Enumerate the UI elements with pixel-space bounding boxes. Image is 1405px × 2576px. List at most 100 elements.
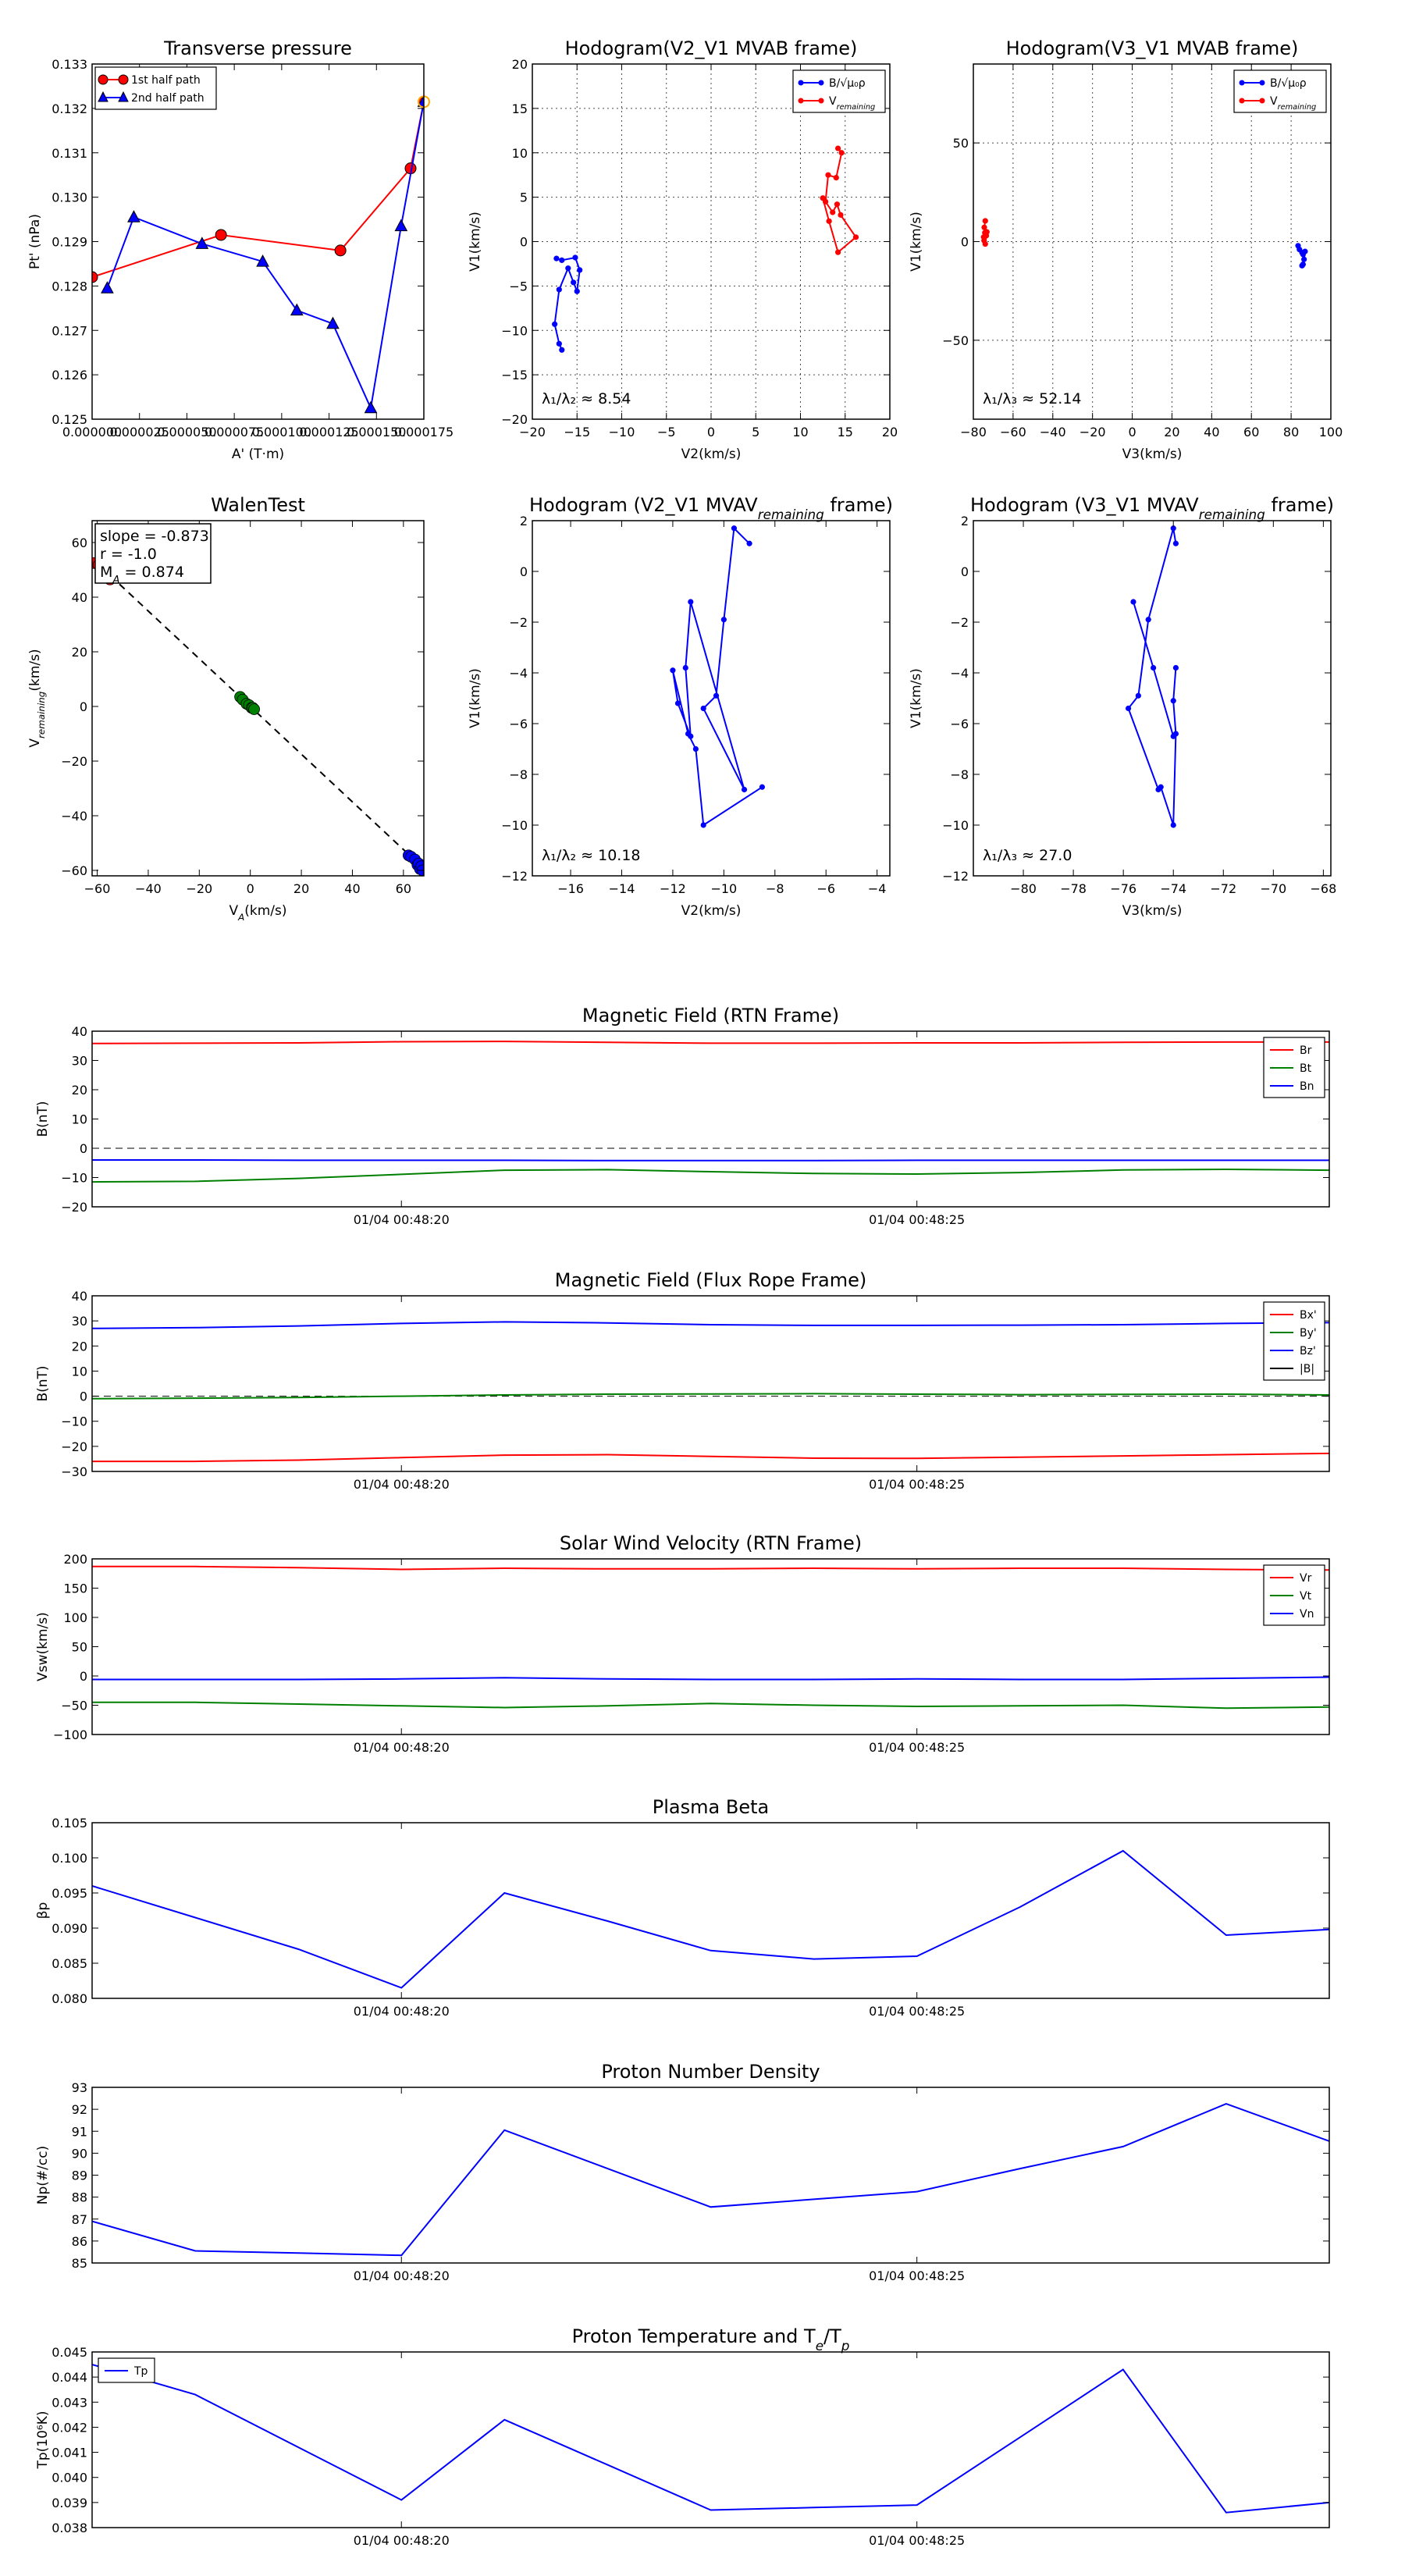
y-tick-label: −4 <box>509 666 528 681</box>
chart-hodo_v3_v1_mvab: −80 −60 −40 −20 0 20 40 60 80 100 −50 0 50 Hodogram(V… <box>909 37 1343 462</box>
data-point <box>1158 784 1164 790</box>
chart-hodo_v2_v1_mvav: −16 −14 −12 −10 −8 −6 −4 −12 −10 −8 −6 −4 −2 0 2Hodogr… <box>468 494 893 919</box>
y-tick-label: −10 <box>501 818 528 833</box>
legend-label: Vr <box>1300 1572 1312 1585</box>
data-point <box>334 244 347 257</box>
x-tick-label: 01/04 00:48:20 <box>354 1212 450 1227</box>
y-tick-label: 0.095 <box>52 1886 87 1901</box>
series-B <box>552 254 583 353</box>
chart-proton_temperature: 01/04 00:48:20 01/04 00:48:25 0.038 0.039 0.… <box>35 2325 1330 2548</box>
x-tick-label: −8 <box>766 881 784 896</box>
series-line <box>92 2364 1329 2514</box>
y-tick-label: −12 <box>501 869 528 884</box>
y-tick-label: 86 <box>72 2234 87 2249</box>
y-tick-label: 0 <box>520 235 528 250</box>
legend-label: |B| <box>1300 1363 1314 1375</box>
y-tick-label: −30 <box>61 1464 87 1479</box>
data-point <box>700 705 706 712</box>
data-point <box>1170 733 1176 739</box>
x-tick-label: 20 <box>1164 425 1179 439</box>
y-tick-label: 40 <box>72 1024 87 1039</box>
data-point <box>826 218 832 224</box>
x-tick-label: −72 <box>1210 881 1236 896</box>
series-Vr <box>92 1565 1329 1571</box>
x-axis-label: V2(km/s) <box>681 903 742 919</box>
y-axis-label: βp <box>35 1902 51 1920</box>
data-point <box>682 664 688 671</box>
x-axis-label: A' (T·m) <box>232 447 284 462</box>
series-V <box>670 525 766 828</box>
data-point <box>1135 692 1141 699</box>
y-axis-label: B(nT) <box>35 1365 51 1401</box>
x-tick-label: 01/04 00:48:25 <box>869 2004 965 2019</box>
eigenvalue-ratio-label: λ₁/λ₂ ≈ 10.18 <box>542 847 641 864</box>
legend-marker <box>818 98 824 104</box>
data-point <box>1151 664 1157 671</box>
x-tick-label: −80 <box>1010 881 1037 896</box>
data-point <box>1302 248 1308 254</box>
data-point <box>670 667 676 674</box>
y-tick-label: 0 <box>80 1141 87 1156</box>
y-axis-label: B(nT) <box>35 1101 51 1137</box>
x-tick-label: 01/04 00:48:25 <box>869 2268 965 2283</box>
series-Vn <box>92 1676 1329 1681</box>
legend-box <box>792 69 886 113</box>
legend: B/√μ₀ρ Vremaining <box>1233 69 1327 113</box>
chart-title: Hodogram (V3_V1 MVAVremaining frame) <box>970 494 1334 522</box>
legend-label: By' <box>1300 1327 1317 1340</box>
legend-marker <box>798 98 804 104</box>
y-tick-label: 0.126 <box>52 368 87 382</box>
legend-label: B/√μ₀ρ <box>1270 77 1307 90</box>
data-point <box>248 703 260 715</box>
x-tick-label: −40 <box>1040 425 1066 439</box>
y-axis-label: V1(km/s) <box>909 212 924 272</box>
legend: Vr Vt Vn <box>1263 1564 1325 1626</box>
x-tick-label: 0.000175 <box>394 425 454 439</box>
legend-marker <box>1259 98 1265 104</box>
x-tick-label: −20 <box>186 881 212 896</box>
eigenvalue-ratio-label: λ₁/λ₃ ≈ 52.14 <box>983 390 1082 407</box>
x-tick-label: 20 <box>293 881 309 896</box>
series-line <box>92 1565 1329 1571</box>
y-tick-label: 15 <box>512 101 528 116</box>
y-tick-label: 89 <box>72 2169 87 2183</box>
x-tick-label: 01/04 00:48:20 <box>354 2268 450 2283</box>
legend: Tp <box>98 2357 155 2383</box>
y-tick-label: −10 <box>61 1414 87 1429</box>
data-point <box>688 599 694 605</box>
legend-marker <box>118 74 129 85</box>
series-Tp <box>92 2364 1329 2514</box>
eigenvalue-ratio-label: λ₁/λ₂ ≈ 8.54 <box>542 390 631 407</box>
series-line <box>92 1393 1329 1400</box>
y-tick-label: −40 <box>61 809 87 824</box>
series-Np <box>92 2103 1329 2257</box>
x-tick-label: −14 <box>609 881 635 896</box>
y-tick-label: −50 <box>61 1699 87 1713</box>
x-tick-label: 10 <box>792 425 808 439</box>
data-point <box>1145 617 1151 623</box>
y-tick-label: 93 <box>72 2080 87 2095</box>
chart-title: Magnetic Field (Flux Rope Frame) <box>555 1269 866 1291</box>
series-Vt <box>92 1701 1329 1710</box>
series-green <box>234 691 260 715</box>
x-tick-label: −10 <box>609 425 635 439</box>
x-tick-label: −74 <box>1160 881 1186 896</box>
legend-marker <box>818 80 824 86</box>
series-B <box>1295 243 1308 269</box>
legend-label: Bn <box>1300 1080 1314 1093</box>
data-point <box>326 316 340 329</box>
series-line <box>92 1041 1329 1044</box>
y-tick-label: 0.105 <box>52 1816 87 1831</box>
y-axis-label: V1(km/s) <box>468 212 483 272</box>
data-point <box>852 234 859 240</box>
y-tick-label: 0.100 <box>52 1851 87 1866</box>
chart-title: Transverse pressure <box>163 37 352 59</box>
x-tick-label: 01/04 00:48:20 <box>354 1477 450 1492</box>
data-point <box>1170 525 1176 532</box>
y-axis-label: Vsw(km/s) <box>35 1612 51 1681</box>
y-tick-label: 0 <box>80 1669 87 1684</box>
y-tick-label: 150 <box>63 1582 87 1596</box>
y-tick-label: 0 <box>961 564 969 579</box>
legend-marker <box>1259 80 1265 86</box>
legend-label: Vremaining <box>1270 95 1316 112</box>
